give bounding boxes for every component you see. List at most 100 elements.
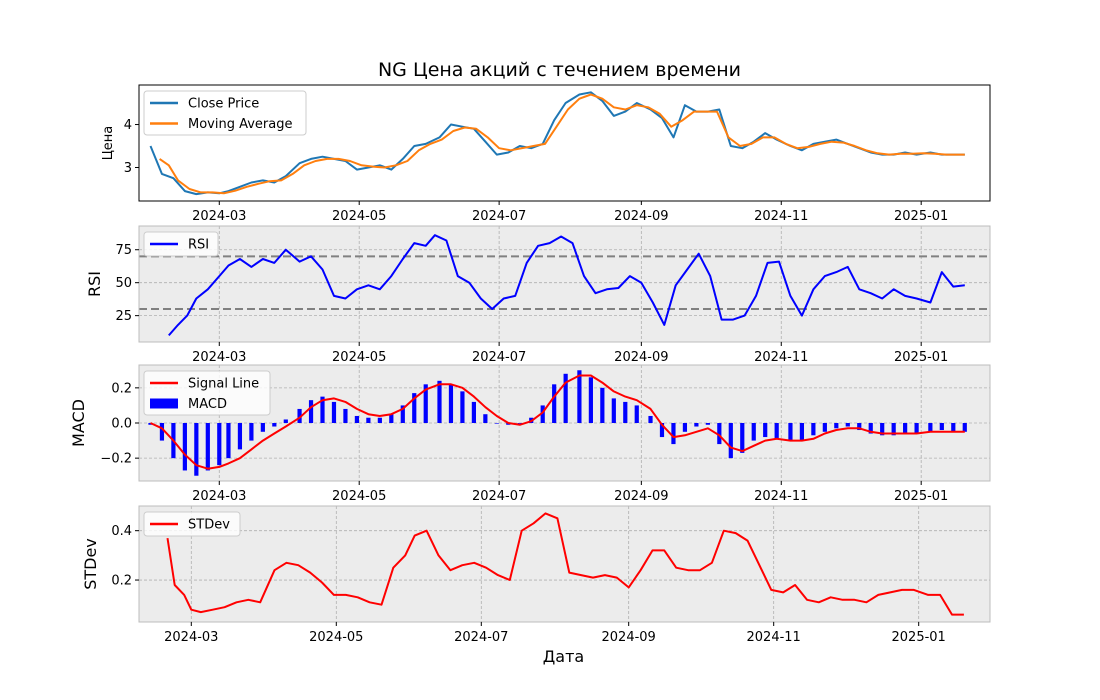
macd-bar: [182, 423, 187, 471]
macd-bar: [540, 405, 545, 423]
legend-swatch: [150, 398, 178, 409]
series-line-close-price: [149, 91, 965, 196]
panel-2: 2024-03 2024-05 2024-07 2024-09 2024-11 2025-…: [85, 225, 991, 365]
macd-bar: [448, 384, 454, 423]
macd-bar: [659, 423, 665, 438]
macd-bar: [237, 423, 243, 450]
x-tick-label: 2024-11: [754, 350, 808, 365]
macd-bar: [563, 373, 568, 423]
macd-bar: [962, 423, 967, 432]
macd-bar: [611, 398, 616, 423]
plot-frame: [138, 505, 991, 623]
macd-bar: [249, 423, 254, 441]
legend-label: STDev: [188, 518, 230, 533]
chart-title: NG Цена акций с течением времени: [378, 59, 741, 81]
macd-bar: [694, 423, 699, 427]
macd-bar: [740, 423, 745, 453]
macd-bar: [577, 370, 582, 423]
legend-label: RSI: [188, 238, 209, 253]
macd-bar: [788, 423, 793, 441]
macd-bar: [354, 415, 360, 423]
y-tick-label: 3: [124, 161, 132, 176]
x-tick-label: 2025-01: [894, 489, 948, 504]
x-tick-label: 2025-01: [892, 630, 946, 645]
macd-bar: [939, 423, 944, 431]
series-line-rsi: [168, 234, 965, 337]
x-tick-label: 2024-05: [332, 209, 386, 224]
legend-label: Close Price: [188, 97, 259, 112]
macd-bar: [283, 419, 288, 423]
macd-bar: [763, 423, 768, 438]
macd-bar: [903, 423, 908, 434]
x-tick-label: 2025-01: [894, 209, 948, 224]
macd-bar: [623, 401, 628, 423]
y-axis-label: Цена: [101, 126, 116, 161]
macd-bar: [517, 423, 522, 424]
x-axis-label: Дата: [543, 647, 584, 666]
macd-bar: [343, 408, 348, 423]
macd-bar: [799, 423, 805, 441]
legend-label: Signal Line: [188, 377, 259, 392]
y-tick-label: −0.2: [100, 452, 132, 467]
macd-bar: [891, 423, 896, 436]
macd-bar: [159, 423, 165, 441]
macd-bar: [260, 423, 265, 432]
x-tick-label: 2024-03: [192, 350, 246, 365]
macd-bar: [845, 423, 850, 427]
legend-frame: [143, 90, 307, 136]
x-tick-label: 2024-11: [754, 209, 808, 224]
macd-bar: [728, 423, 733, 459]
macd-bar: [226, 423, 231, 459]
x-tick-label: 2024-07: [472, 350, 526, 365]
macd-bar: [412, 393, 417, 423]
macd-bar: [774, 423, 779, 439]
macd-bar: [423, 384, 428, 423]
x-tick-label: 2024-09: [614, 489, 668, 504]
macd-bar: [205, 423, 210, 471]
macd-bar: [600, 387, 605, 423]
y-tick-label: 4: [124, 118, 132, 133]
macd-bar: [868, 423, 873, 434]
x-tick-label: 2024-03: [192, 209, 246, 224]
macd-bar: [389, 414, 394, 423]
macd-bar: [705, 423, 710, 425]
macd-bar: [272, 423, 277, 427]
y-tick-label: 50: [115, 276, 132, 291]
y-tick-label: 0.2: [111, 381, 132, 396]
macd-bar: [834, 423, 839, 429]
macd-bar: [297, 408, 302, 423]
macd-bar: [811, 423, 816, 436]
macd-bar: [366, 417, 371, 423]
x-tick-label: 2024-07: [472, 209, 526, 224]
legend-frame: [143, 231, 219, 257]
macd-bar: [822, 423, 827, 432]
plot-frame: [138, 84, 991, 202]
macd-bar: [471, 401, 476, 423]
legend: Close Price Moving Average: [143, 90, 307, 136]
panel-3: 2024-03 2024-05 2024-07 2024-09 2024-11 2025-…: [69, 364, 991, 504]
x-tick-label: 2024-05: [309, 630, 363, 645]
panel-1: 2024-03 2024-05 2024-07 2024-09 2024-11 2025-…: [101, 59, 991, 224]
y-tick-label: 75: [115, 243, 132, 258]
macd-bar: [308, 400, 314, 423]
x-tick-label: 2024-05: [332, 489, 386, 504]
macd-bar: [880, 423, 885, 436]
macd-bar: [634, 405, 639, 423]
macd-bar: [194, 423, 199, 476]
legend-label: MACD: [188, 397, 227, 412]
macd-bar: [437, 380, 442, 423]
legend: STDev: [143, 511, 241, 537]
macd-bar: [552, 384, 557, 423]
x-tick-label: 2024-09: [614, 350, 668, 365]
legend-frame: [143, 511, 241, 537]
macd-bar: [682, 423, 688, 432]
legend: Signal Line MACD: [143, 370, 271, 416]
y-tick-label: 0.4: [111, 524, 132, 539]
macd-bar: [483, 414, 488, 423]
macd-bar: [857, 423, 862, 431]
x-tick-label: 2024-07: [454, 630, 508, 645]
y-axis-label: MACD: [69, 399, 88, 447]
macd-bar: [400, 405, 405, 423]
macd-bar: [717, 423, 722, 445]
